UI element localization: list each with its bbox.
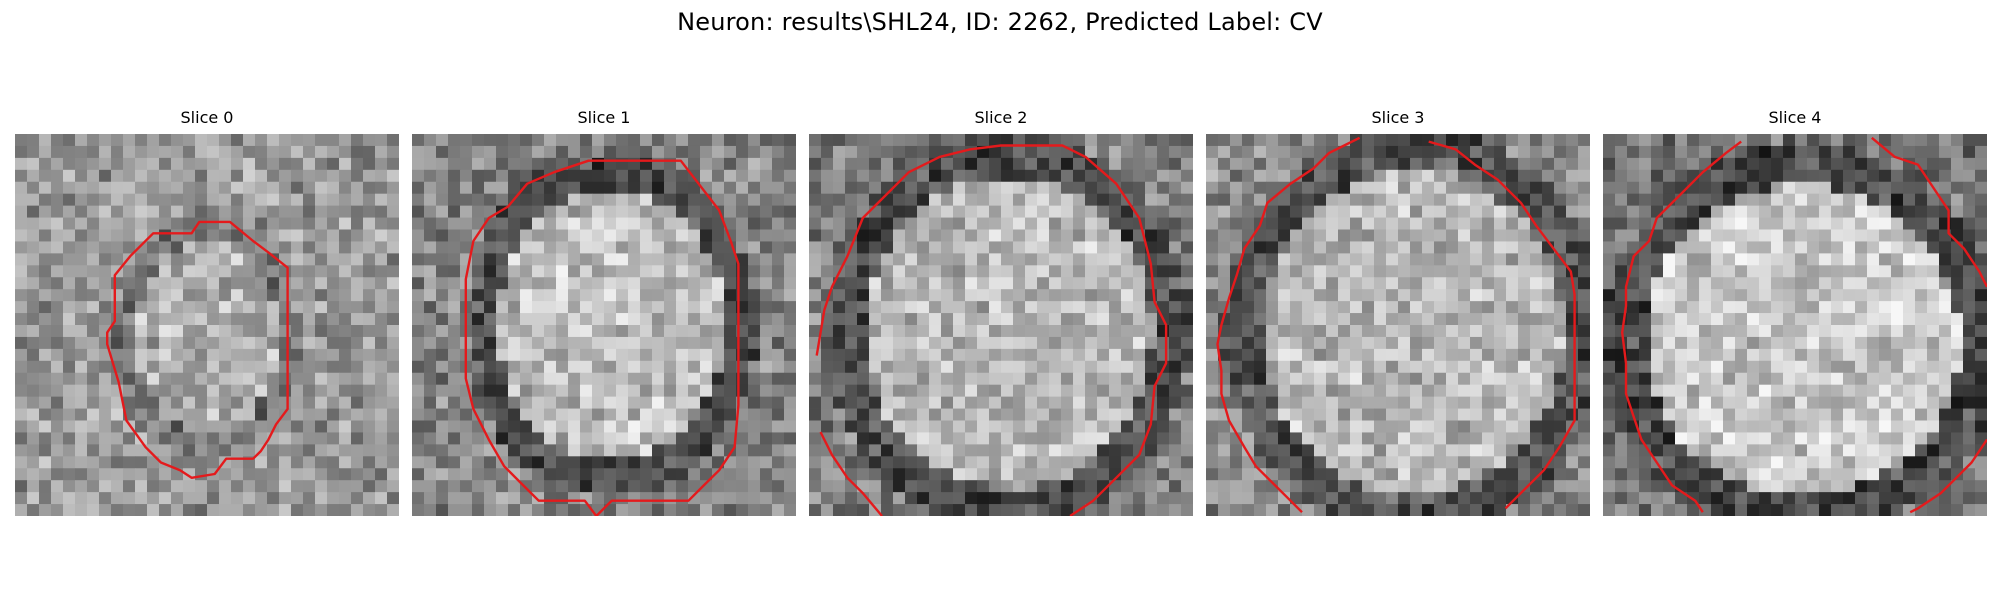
slice-title-4: Slice 4 — [1768, 108, 1822, 127]
slice-panel-3: Slice 3 — [1206, 108, 1590, 516]
segmentation-contour-2-0 — [815, 144, 1168, 516]
figure-title: Neuron: results\SHL24, ID: 2262, Predict… — [677, 8, 1323, 36]
slice-title-1: Slice 1 — [577, 108, 631, 127]
slice-panel-0: Slice 0 — [15, 108, 399, 516]
slice-title-2: Slice 2 — [974, 108, 1028, 127]
slice-panel-1: Slice 1 — [412, 108, 796, 516]
slice-image-4 — [1603, 134, 1987, 516]
slice-title-0: Slice 0 — [180, 108, 234, 127]
slice-panel-4: Slice 4 — [1603, 108, 1987, 516]
segmentation-contour-3-0 — [1216, 136, 1361, 514]
segmentation-contour-4-1 — [1871, 136, 1987, 288]
segmentation-contour-0-0 — [105, 220, 289, 479]
slice-image-2 — [809, 134, 1193, 516]
slice-image-3 — [1206, 134, 1590, 516]
slice-image-0 — [15, 134, 399, 516]
slice-image-1 — [412, 134, 796, 516]
slice-panel-2: Slice 2 — [809, 108, 1193, 516]
segmentation-contour-4-2 — [1909, 438, 1987, 514]
segmentation-contour-4-0 — [1621, 140, 1742, 513]
segmentation-contour-3-1 — [1428, 140, 1576, 510]
segmentation-contour-2-1 — [819, 431, 883, 516]
slice-title-3: Slice 3 — [1371, 108, 1425, 127]
segmentation-contour-1-0 — [464, 159, 740, 516]
